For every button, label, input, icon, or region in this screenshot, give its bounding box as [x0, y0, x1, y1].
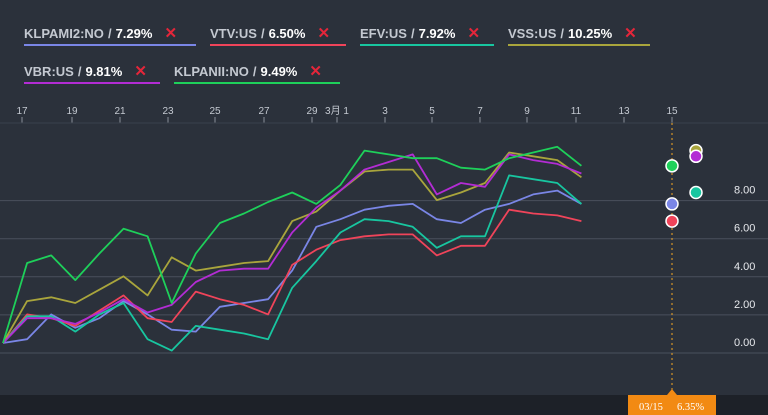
legend-separator: /: [260, 25, 265, 41]
legend-separator: /: [410, 25, 415, 41]
remove-series-icon[interactable]: ✕: [309, 63, 322, 80]
legend-series-name: VTV:US: [210, 25, 257, 41]
legend-color-line: [174, 82, 340, 84]
x-tick-label: 23: [162, 106, 174, 117]
tooltip-value: 6.35%: [677, 402, 704, 413]
x-axis-strip: [0, 95, 768, 123]
legend-color-line: [360, 44, 494, 46]
x-tick-label: 29: [306, 106, 318, 117]
legend: KLPAMI2:NO/7.29% ✕ VTV:US/6.50% ✕ EFV:US/7.9…: [0, 0, 768, 92]
y-tick-label: 4.00: [734, 261, 755, 273]
legend-item[interactable]: KLPAMI2:NO/7.29% ✕: [24, 20, 196, 46]
x-tick-label: 11: [571, 106, 582, 117]
legend-separator: /: [560, 25, 565, 41]
legend-color-line: [24, 44, 196, 46]
remove-series-icon[interactable]: ✕: [317, 25, 331, 42]
remove-series-icon[interactable]: ✕: [164, 25, 178, 42]
legend-color-line: [508, 44, 650, 46]
legend-item[interactable]: VTV:US/6.50% ✕: [210, 20, 346, 46]
series-line-vbr-us: [2, 153, 582, 344]
legend-series-name: EFV:US: [360, 25, 407, 41]
remove-series-icon[interactable]: ✕: [134, 63, 147, 80]
x-tick-label: 3: [382, 106, 388, 117]
legend-item[interactable]: VSS:US/10.25% ✕: [508, 20, 650, 46]
tooltip-pointer: [667, 389, 677, 395]
y-tick-label: 2.00: [734, 299, 755, 311]
legend-series-value: 6.50%: [268, 25, 306, 41]
end-marker[interactable]: [689, 149, 703, 164]
legend-item[interactable]: EFV:US/7.92% ✕: [360, 20, 494, 46]
x-tick-label: 9: [524, 106, 530, 117]
legend-series-name: KLPAMI2:NO: [24, 25, 104, 41]
legend-series-value: 10.25%: [568, 25, 613, 41]
x-tick-label: 5: [429, 106, 435, 117]
legend-color-line: [210, 44, 346, 46]
x-tick-label: 27: [258, 106, 270, 117]
legend-item[interactable]: KLPANII:NO/9.49% ✕: [174, 58, 340, 84]
remove-series-icon[interactable]: ✕: [467, 25, 481, 42]
y-tick-label: 0.00: [734, 337, 755, 349]
end-marker[interactable]: [665, 159, 679, 173]
x-tick-label: 25: [209, 106, 221, 117]
legend-separator: /: [252, 63, 257, 79]
series-line-vss-us: [2, 151, 582, 344]
legend-series-value: 7.92%: [418, 25, 456, 41]
tooltip-box: [628, 395, 716, 415]
end-marker[interactable]: [665, 214, 679, 228]
end-marker[interactable]: [665, 197, 679, 211]
x-tick-label: 19: [66, 106, 78, 117]
end-marker[interactable]: [689, 185, 703, 200]
x-tick-label: 13: [618, 106, 630, 117]
legend-item[interactable]: VBR:US/9.81% ✕: [24, 58, 160, 84]
legend-separator: /: [107, 25, 112, 41]
legend-series-name: KLPANII:NO: [174, 63, 249, 79]
legend-series-value: 9.49%: [260, 63, 298, 79]
legend-series-name: VSS:US: [508, 25, 557, 41]
navigator-strip: [0, 395, 768, 415]
series-line-klpanii-no: [2, 145, 582, 344]
x-tick-label: 17: [16, 106, 28, 117]
x-tick-label: 15: [666, 106, 678, 117]
y-tick-label: 8.00: [734, 185, 755, 197]
legend-series-value: 7.29%: [115, 25, 153, 41]
crosshair-tooltip: 03/15 6.35%: [628, 389, 716, 415]
x-tick-label: 21: [114, 106, 126, 117]
tooltip-date: 03/15: [639, 402, 663, 413]
legend-separator: /: [77, 63, 82, 79]
series-line-klpami2-no: [2, 189, 582, 344]
legend-series-value: 9.81%: [85, 63, 123, 79]
series-line-efv-us: [2, 174, 582, 352]
series-line-vtv-us: [2, 208, 582, 344]
x-tick-label: 3月 1: [325, 105, 349, 117]
legend-color-line: [24, 82, 160, 84]
x-tick-label: 7: [477, 106, 483, 117]
remove-series-icon[interactable]: ✕: [624, 25, 637, 42]
legend-series-name: VBR:US: [24, 63, 74, 79]
y-tick-label: 6.00: [734, 223, 755, 235]
